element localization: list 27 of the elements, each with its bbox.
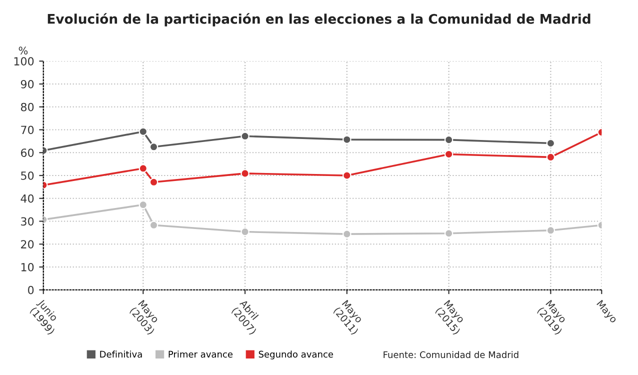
point xyxy=(342,135,352,144)
y-tick-label: 70 xyxy=(21,126,34,134)
y-tick-label: 30 xyxy=(21,217,34,226)
y-tick-label: 10 xyxy=(21,262,34,272)
y-tick-label: 50 xyxy=(21,171,34,180)
y-tick-label: 20 xyxy=(21,240,34,249)
point xyxy=(240,227,250,236)
y-tick-label: 80 xyxy=(20,102,34,112)
y-tick-label: 100 xyxy=(14,57,34,66)
y-axis-title: % xyxy=(18,46,28,55)
legend-label: Segundo avance xyxy=(258,350,334,360)
legend-label: Primer avance xyxy=(168,350,233,358)
legend-label: Definitiva xyxy=(100,350,142,358)
point xyxy=(138,127,148,136)
y-tick-label: 0 xyxy=(28,286,34,294)
chart-title: Evolución de la participación en las elecciones a la Comunidad de Madrid xyxy=(48,13,590,26)
point xyxy=(342,230,352,238)
point xyxy=(546,226,556,235)
point xyxy=(240,169,250,178)
y-tick-label: 60 xyxy=(20,148,34,158)
point xyxy=(444,135,454,144)
point xyxy=(342,171,352,180)
source-note: Fuente: Comunidad de Madrid xyxy=(384,351,518,358)
y-tick-label: 90 xyxy=(20,80,34,88)
point xyxy=(444,229,454,238)
point xyxy=(240,132,250,141)
y-tick-label: 40 xyxy=(20,194,34,203)
